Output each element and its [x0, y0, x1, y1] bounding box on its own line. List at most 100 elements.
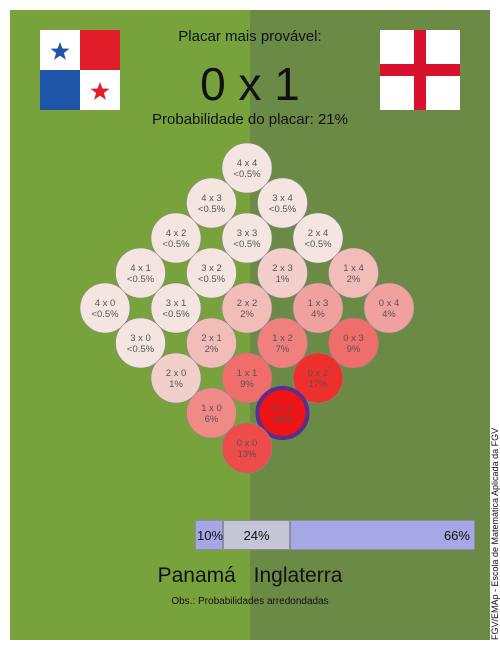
credit-text: FGV/EMAp - Escola de Matemática Aplicada…	[490, 427, 500, 640]
score-cell: 0 x 39%	[328, 317, 379, 369]
score-cell-label: 4 x 2	[166, 228, 187, 239]
score-cell: 4 x 0<0.5%	[79, 282, 131, 334]
score-cell-label: 2 x 1	[201, 333, 222, 344]
chart-subtitle: Placar mais provável:	[178, 28, 322, 45]
score-cell-circle	[186, 247, 237, 299]
score-cell-label: 4 x 3	[201, 193, 222, 204]
most-likely-score: 0 x 1	[200, 58, 300, 110]
england-flag-icon	[380, 30, 460, 110]
score-cell-probability: 1%	[276, 274, 290, 285]
score-cell-circle	[255, 386, 310, 440]
score-cell: 3 x 4<0.5%	[257, 177, 308, 229]
score-cell-probability: 2%	[347, 274, 361, 285]
score-cell-circle	[363, 282, 415, 334]
score-cell-probability: 4%	[311, 309, 325, 320]
score-cell-label: 4 x 0	[95, 298, 116, 309]
score-cell-label: 1 x 3	[308, 298, 329, 309]
score-cell: 2 x 31%	[257, 247, 308, 299]
score-cell-circle	[221, 282, 273, 334]
score-cell-label: 3 x 2	[201, 263, 222, 274]
score-probability-label: Probabilidade do placar: 21%	[152, 111, 348, 128]
score-cell-label: 1 x 2	[272, 333, 293, 344]
score-cell-circle	[186, 177, 237, 229]
outcome-bar-segment-draw: 24%	[223, 520, 291, 550]
score-cell: 0 x 217%	[292, 352, 344, 404]
score-cell: 2 x 12%	[186, 317, 237, 369]
score-cell: 4 x 3<0.5%	[186, 177, 237, 229]
score-cell-circle	[221, 422, 273, 474]
score-cell-probability: 6%	[205, 414, 219, 425]
score-cell-label: 2 x 2	[237, 298, 258, 309]
score-cell-probability: <0.5%	[162, 309, 190, 320]
score-cell-circle	[186, 317, 237, 369]
score-cell: 3 x 1<0.5%	[150, 282, 202, 334]
away-team-name: Inglaterra	[253, 564, 343, 587]
outcome-bar-segment-england_win: 66%	[290, 520, 475, 550]
home-team-name: Panamá	[157, 564, 236, 587]
score-cell-probability: <0.5%	[127, 274, 155, 285]
score-cell: 4 x 1<0.5%	[115, 247, 166, 299]
score-cell-label: 0 x 3	[343, 333, 364, 344]
score-cell-circle	[150, 282, 202, 334]
score-cell-probability: 13%	[237, 449, 257, 460]
score-cell-circle	[292, 212, 344, 264]
score-cell-probability: 4%	[382, 309, 396, 320]
score-cell-probability: <0.5%	[91, 309, 119, 320]
score-cell-circle	[257, 247, 308, 299]
score-cell-label: 2 x 0	[166, 368, 187, 379]
score-cell-circle	[221, 142, 273, 194]
score-cell: 4 x 4<0.5%	[221, 142, 273, 194]
score-cell-label: 2 x 4	[308, 228, 329, 239]
score-cell-probability: 1%	[169, 379, 183, 390]
score-cell-label: 0 x 1	[272, 403, 293, 414]
score-cell: 4 x 2<0.5%	[150, 212, 202, 264]
score-cell-circle	[221, 212, 273, 264]
score-cell-circle	[292, 352, 344, 404]
score-cell-circle	[328, 317, 379, 369]
score-cell-probability: <0.5%	[269, 204, 297, 215]
score-cell: 1 x 19%	[221, 352, 273, 404]
score-cell-probability: 2%	[205, 344, 219, 355]
score-cell-label: 1 x 1	[237, 368, 258, 379]
panama-flag-icon	[40, 30, 120, 110]
score-cell-label: 3 x 1	[166, 298, 187, 309]
score-cell: 0 x 013%	[221, 422, 273, 474]
score-cell-circle	[186, 387, 237, 439]
score-cell: 1 x 34%	[292, 282, 344, 334]
score-cell-label: 0 x 2	[308, 368, 329, 379]
score-cell-probability: <0.5%	[233, 169, 261, 180]
score-cell-probability: <0.5%	[304, 239, 332, 250]
score-cell-label: 3 x 3	[237, 228, 258, 239]
score-cell-label: 1 x 0	[201, 403, 222, 414]
score-cell-label: 4 x 1	[130, 263, 151, 274]
score-cell-circle	[115, 317, 166, 369]
score-cell: 2 x 4<0.5%	[292, 212, 344, 264]
score-cell-circle	[150, 352, 202, 404]
score-cell-probability: 9%	[240, 379, 254, 390]
score-cell-probability: <0.5%	[127, 344, 155, 355]
outcome-bar-segment-panama_win: 10%	[195, 520, 223, 550]
score-cell-circle	[150, 212, 202, 264]
score-cell-circle	[115, 247, 166, 299]
score-cell-probability: 21%	[273, 414, 293, 425]
score-cell-probability: <0.5%	[233, 239, 261, 250]
score-cell: 3 x 0<0.5%	[115, 317, 166, 369]
score-cell-circle	[221, 352, 273, 404]
score-cell-label: 2 x 3	[272, 263, 293, 274]
score-cell-probability: 2%	[240, 309, 254, 320]
score-cell: 2 x 01%	[150, 352, 202, 404]
score-cell: 1 x 42%	[328, 247, 379, 299]
score-cell-probability: <0.5%	[198, 204, 226, 215]
score-cell: 3 x 2<0.5%	[186, 247, 237, 299]
score-cell-label: 4 x 4	[237, 158, 258, 169]
score-cell-circle	[79, 282, 131, 334]
score-cell-probability: 7%	[276, 344, 290, 355]
score-cell: 0 x 44%	[363, 282, 415, 334]
score-cell-circle	[257, 317, 308, 369]
score-cell-label: 3 x 4	[272, 193, 293, 204]
score-cell-probability: 17%	[308, 379, 328, 390]
score-cell-probability: 9%	[347, 344, 361, 355]
score-cell-circle	[257, 177, 308, 229]
score-cell: 3 x 3<0.5%	[221, 212, 273, 264]
